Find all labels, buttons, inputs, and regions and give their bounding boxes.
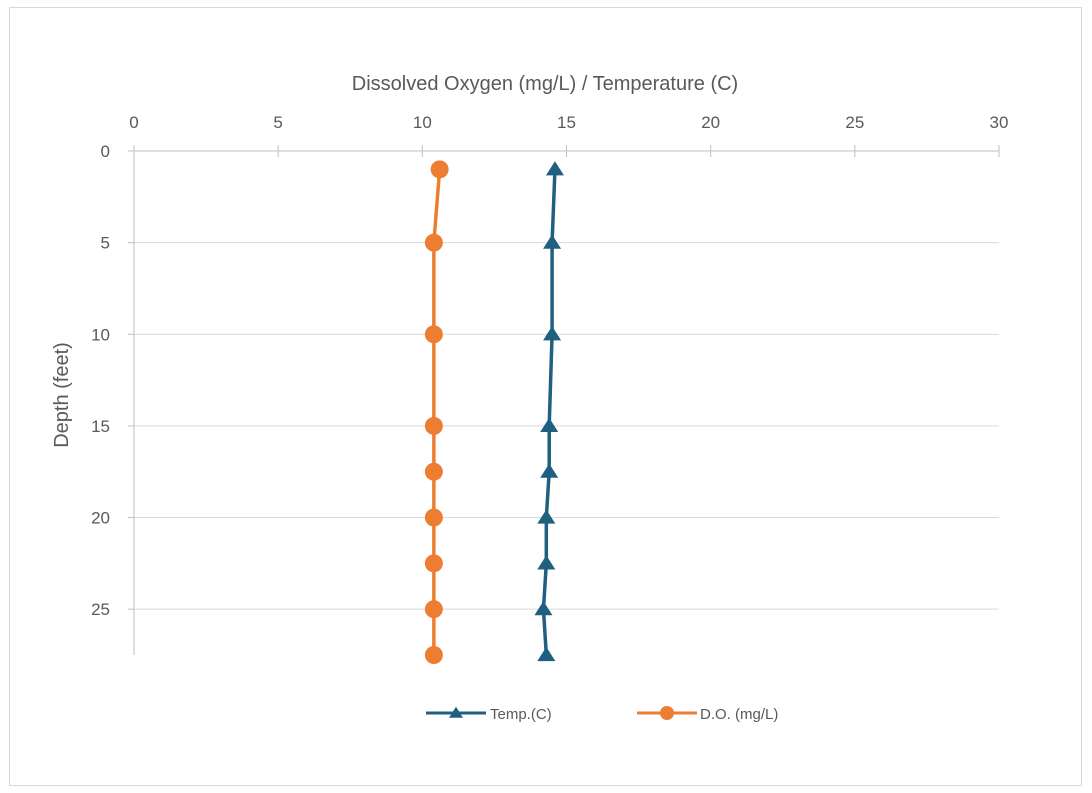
- x-tick-label: 30: [990, 113, 1009, 132]
- y-axis-title: Depth (feet): [51, 342, 73, 448]
- data-point-do: [424, 554, 443, 573]
- data-point-temp: [534, 601, 553, 616]
- y-tick-label: 15: [91, 417, 110, 436]
- legend-temp-label: Temp.(C): [490, 706, 552, 723]
- data-point-do: [424, 600, 443, 619]
- data-point-do: [424, 508, 443, 527]
- series-do: [424, 160, 449, 664]
- y-tick-label: 20: [91, 509, 110, 528]
- grid-lines: [134, 242, 999, 610]
- data-point-do: [424, 233, 443, 252]
- legend-item-do[interactable]: D.O. (mg/L): [637, 706, 778, 723]
- y-tick-label: 10: [91, 325, 110, 344]
- x-tick-label: 15: [557, 113, 576, 132]
- data-point-temp: [545, 161, 564, 176]
- data-point-do: [424, 325, 443, 344]
- y-tick-label: 25: [91, 600, 110, 619]
- legend-temp-marker: [449, 706, 463, 718]
- data-point-do: [430, 160, 449, 179]
- legend-do-marker: [660, 706, 674, 720]
- tick-labels: 0 5 10 15 20 25 30 0 5 10 15 20 25: [91, 113, 1008, 619]
- data-point-do: [424, 416, 443, 435]
- legend: Temp.(C) D.O. (mg/L): [426, 706, 778, 723]
- x-tick-label: 20: [701, 113, 720, 132]
- data-point-temp: [537, 555, 556, 570]
- y-tick-label: 5: [101, 234, 110, 253]
- data-point-temp: [537, 509, 556, 524]
- x-axis-title: Dissolved Oxygen (mg/L) / Temperature (C…: [352, 73, 738, 95]
- x-tick-label: 0: [129, 113, 138, 132]
- series-temp: [534, 161, 564, 662]
- x-tick-label: 25: [845, 113, 864, 132]
- series: [424, 160, 564, 664]
- axes: [128, 145, 1000, 655]
- data-point-temp: [540, 463, 559, 478]
- data-point-temp: [543, 326, 562, 341]
- x-tick-label: 5: [273, 113, 282, 132]
- data-point-do: [424, 646, 443, 664]
- y-tick-label: 0: [101, 142, 110, 161]
- data-point-temp: [537, 646, 556, 662]
- data-point-do: [424, 462, 443, 481]
- legend-do-label: D.O. (mg/L): [700, 706, 778, 723]
- x-tick-label: 10: [413, 113, 432, 132]
- legend-item-temp[interactable]: Temp.(C): [426, 706, 552, 723]
- data-point-temp: [543, 234, 562, 249]
- data-point-temp: [540, 417, 559, 432]
